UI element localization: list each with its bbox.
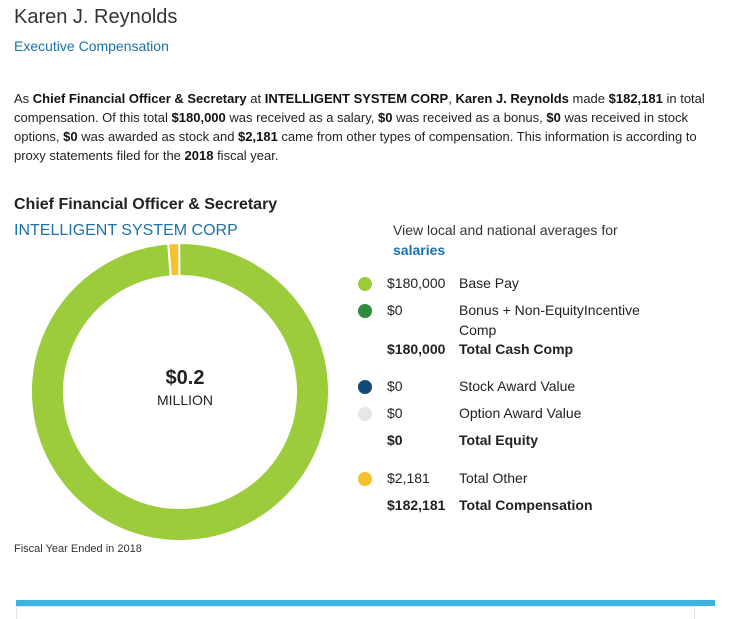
total-other-dot-icon: [358, 472, 372, 486]
summary-stock: $0: [63, 129, 78, 144]
legend-label: Base Pay: [459, 275, 519, 291]
legend-value: $0: [387, 302, 403, 318]
summary-other: $2,181: [238, 129, 278, 144]
section-title: Chief Financial Officer & Secretary: [14, 196, 278, 213]
summary-text: ,: [448, 91, 456, 106]
summary-text: in total compensation. Of this total: [14, 91, 705, 125]
legend-value: $180,000: [387, 341, 446, 357]
legend-value: $0: [387, 432, 403, 448]
stock-award-dot-icon: [358, 380, 372, 394]
section-divider: [16, 600, 715, 606]
legend-label: Total Other: [459, 470, 528, 486]
legend-label-continued: Comp: [459, 322, 497, 338]
fiscal-year-note: Fiscal Year Ended in 2018: [14, 543, 142, 555]
legend-label: Total Equity: [459, 432, 539, 448]
company-link[interactable]: INTELLIGENT SYSTEM CORP: [14, 222, 238, 239]
summary-text: was awarded as stock and: [77, 129, 239, 144]
legend-value: $180,000: [387, 275, 446, 291]
summary-text: was received as a salary,: [225, 110, 378, 125]
summary-title: Chief Financial Officer & Secretary: [32, 91, 247, 106]
summary-person: Karen J. Reynolds: [455, 91, 569, 106]
summary-text: came from other types of compensation. T…: [14, 129, 697, 163]
summary-salary: $180,000: [171, 110, 226, 125]
page-subtitle: Executive Compensation: [14, 38, 169, 54]
legend-value: $0: [387, 405, 403, 421]
bonus-dot-icon: [358, 304, 372, 318]
summary-text: fiscal year.: [213, 148, 279, 163]
next-panel: [16, 606, 695, 619]
summary-total: $182,181: [608, 91, 663, 106]
legend-value: $182,181: [387, 497, 446, 513]
legend-label: Total Compensation: [459, 497, 593, 513]
summary-text: made: [568, 91, 609, 106]
base-pay-dot-icon: [358, 277, 372, 291]
summary-text: at: [246, 91, 265, 106]
averages-text: View local and national averages for: [393, 222, 618, 238]
donut-slice-base-pay: [30, 242, 330, 542]
legend-label: Option Award Value: [459, 405, 582, 421]
legend-label: Total Cash Comp: [459, 341, 574, 357]
summary-text: was received as a bonus,: [392, 110, 547, 125]
legend-label: Stock Award Value: [459, 378, 576, 394]
donut-center-value: $0.2: [165, 367, 205, 389]
compensation-summary: As Chief Financial Officer & Secretary a…: [14, 89, 714, 165]
summary-text: As: [14, 91, 33, 106]
summary-bonus: $0: [377, 110, 393, 125]
summary-year: 2018: [184, 148, 214, 163]
salaries-link[interactable]: salaries: [393, 242, 446, 258]
summary-company: INTELLIGENT SYSTEM CORP: [264, 91, 449, 106]
summary-options: $0: [546, 110, 561, 125]
legend-value: $2,181: [387, 470, 430, 486]
legend-value: $0: [387, 378, 403, 394]
compensation-donut-chart: [30, 242, 330, 542]
executive-name: Karen J. Reynolds: [14, 6, 178, 28]
option-award-dot-icon: [358, 407, 372, 421]
donut-center-unit: MILLION: [156, 392, 213, 408]
legend-label: Bonus + Non-EquityIncentive: [459, 302, 640, 318]
summary-text: was received in stock options,: [14, 110, 689, 144]
